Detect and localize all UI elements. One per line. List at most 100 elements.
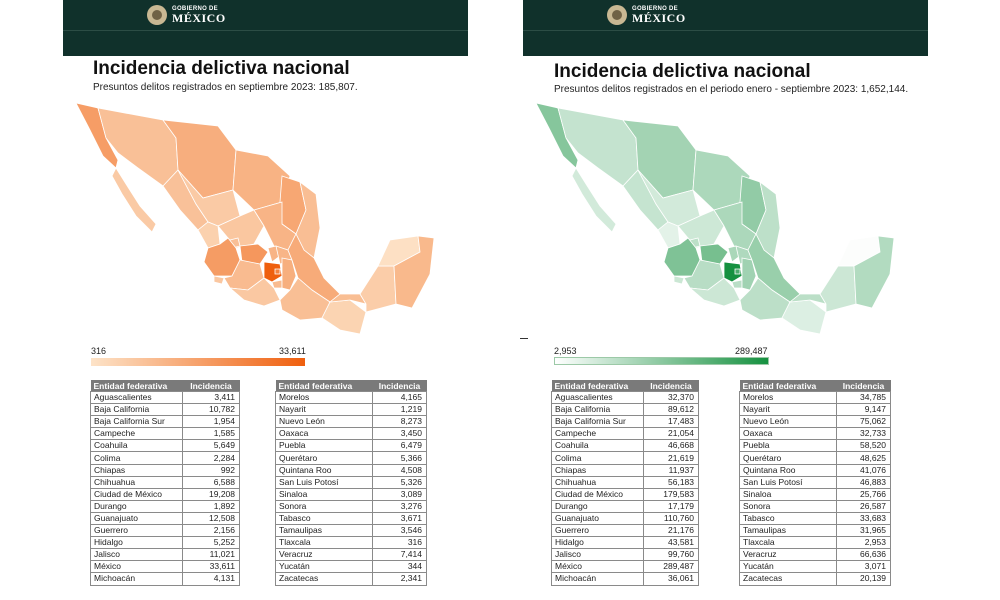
legend-min: 2,953 bbox=[554, 346, 577, 356]
state-region bbox=[228, 277, 281, 307]
state-name: Baja California bbox=[90, 403, 183, 417]
incidence-value: 4,165 bbox=[372, 390, 427, 405]
incidence-value: 33,683 bbox=[836, 511, 891, 526]
state-name: Tabasco bbox=[739, 511, 837, 526]
table-row: Morelos 34,785 bbox=[739, 390, 891, 405]
state-name: Yucatán bbox=[739, 560, 837, 574]
table-row: Tamaulipas 31,965 bbox=[739, 524, 891, 538]
incidence-value: 17,179 bbox=[643, 499, 699, 513]
incidence-value: 344 bbox=[372, 560, 427, 574]
incidence-value: 1,954 bbox=[182, 415, 240, 429]
state-name: Nuevo León bbox=[275, 415, 373, 429]
state-name: Tlaxcala bbox=[275, 536, 373, 550]
state-name: Baja California Sur bbox=[90, 415, 183, 429]
table-row: Aguascalientes 32,370 bbox=[551, 390, 699, 405]
incidence-value: 56,183 bbox=[643, 475, 699, 489]
state-region bbox=[699, 243, 729, 265]
table-row: Nayarit 9,147 bbox=[739, 403, 891, 417]
state-name: Querétaro bbox=[275, 451, 373, 465]
table-row: Michoacán 36,061 bbox=[551, 572, 699, 586]
state-name: Zacatecas bbox=[739, 572, 837, 586]
incidence-value: 89,612 bbox=[643, 403, 699, 417]
state-name: Guanajuato bbox=[551, 511, 644, 526]
table-row: Quintana Roo 4,508 bbox=[275, 463, 427, 477]
table-row: Baja California 89,612 bbox=[551, 403, 699, 417]
table-row: Tabasco 3,671 bbox=[275, 511, 427, 526]
state-name: Sonora bbox=[275, 499, 373, 513]
table-row: Ciudad de México 19,208 bbox=[90, 487, 240, 501]
table-row: Chihuahua 6,588 bbox=[90, 475, 240, 489]
incidence-value: 31,965 bbox=[836, 524, 891, 538]
gobierno-logo: GOBIERNO DE MÉXICO bbox=[607, 3, 686, 27]
incidence-value: 5,252 bbox=[182, 536, 240, 550]
gobierno-logo: GOBIERNO DE MÉXICO bbox=[147, 3, 226, 27]
table-row: Baja California Sur 17,483 bbox=[551, 415, 699, 429]
table-row: San Luis Potosí 5,326 bbox=[275, 475, 427, 489]
table-row: México 289,487 bbox=[551, 560, 699, 574]
incidence-value: 10,782 bbox=[182, 403, 240, 417]
table-row: Campeche 21,054 bbox=[551, 427, 699, 441]
state-region bbox=[321, 299, 367, 335]
table-row: Sonora 3,276 bbox=[275, 499, 427, 513]
incidence-table-2: Entidad federativa Incidencia Morelos 4,16… bbox=[275, 380, 427, 586]
incidence-value: 2,953 bbox=[836, 536, 891, 550]
state-name: Chihuahua bbox=[90, 475, 183, 489]
state-name: Nayarit bbox=[739, 403, 837, 417]
page-title: Incidencia delictiva nacional bbox=[554, 61, 811, 82]
incidence-value: 46,883 bbox=[836, 475, 891, 489]
state-name: Sinaloa bbox=[739, 487, 837, 501]
panel-january-september: GOBIERNO DE MÉXICO Incidencia delictiva … bbox=[520, 0, 928, 600]
incidence-table-1: Entidad federativa Incidencia Aguascalien… bbox=[551, 380, 699, 586]
state-name: México bbox=[90, 560, 183, 574]
state-name: Ciudad de México bbox=[90, 487, 183, 501]
state-region bbox=[657, 221, 681, 249]
incidence-value: 43,581 bbox=[643, 536, 699, 550]
state-name: Morelos bbox=[739, 390, 837, 405]
incidence-value: 179,583 bbox=[643, 487, 699, 501]
state-region bbox=[111, 167, 157, 233]
table-row: Veracruz 66,636 bbox=[739, 548, 891, 562]
state-region bbox=[673, 275, 685, 285]
state-name: Michoacán bbox=[90, 572, 183, 586]
state-name: Sonora bbox=[739, 499, 837, 513]
legend-max: 33,611 bbox=[279, 346, 306, 356]
table-row: Baja California Sur 1,954 bbox=[90, 415, 240, 429]
state-name: Zacatecas bbox=[275, 572, 373, 586]
state-name: Aguascalientes bbox=[551, 390, 644, 405]
incidence-value: 32,370 bbox=[643, 390, 699, 405]
incidence-value: 19,208 bbox=[182, 487, 240, 501]
table-row: Querétaro 5,366 bbox=[275, 451, 427, 465]
incidence-value: 3,071 bbox=[836, 560, 891, 574]
legend-gradient bbox=[91, 358, 305, 366]
incidence-value: 99,760 bbox=[643, 548, 699, 562]
incidence-value: 4,131 bbox=[182, 572, 240, 586]
state-name: San Luis Potosí bbox=[275, 475, 373, 489]
table-row: Guanajuato 12,508 bbox=[90, 511, 240, 526]
state-region bbox=[819, 265, 857, 313]
table-row: Tabasco 33,683 bbox=[739, 511, 891, 526]
incidence-value: 11,021 bbox=[182, 548, 240, 562]
state-name: Coahuila bbox=[90, 439, 183, 453]
incidence-table-2: Entidad federativa Incidencia Morelos 34,7… bbox=[739, 380, 891, 586]
page-subtitle: Presuntos delitos registrados en el peri… bbox=[554, 84, 909, 95]
state-region bbox=[274, 268, 281, 275]
legend-gradient bbox=[554, 357, 769, 365]
state-name: Jalisco bbox=[90, 548, 183, 562]
state-name: Baja California Sur bbox=[551, 415, 644, 429]
state-name: Veracruz bbox=[739, 548, 837, 562]
state-name: Durango bbox=[90, 499, 183, 513]
table-row: Quintana Roo 41,076 bbox=[739, 463, 891, 477]
incidence-value: 3,671 bbox=[372, 511, 427, 526]
incidence-value: 316 bbox=[372, 536, 427, 550]
incidence-value: 12,508 bbox=[182, 511, 240, 526]
incidence-value: 9,147 bbox=[836, 403, 891, 417]
incidence-value: 48,625 bbox=[836, 451, 891, 465]
state-name: Colima bbox=[90, 451, 183, 465]
state-name: Tamaulipas bbox=[275, 524, 373, 538]
table-row: Veracruz 7,414 bbox=[275, 548, 427, 562]
incidence-value: 25,766 bbox=[836, 487, 891, 501]
choropleth-map bbox=[75, 102, 435, 335]
table-row: Aguascalientes 3,411 bbox=[90, 390, 240, 405]
state-name: Aguascalientes bbox=[90, 390, 183, 405]
state-name: Tlaxcala bbox=[739, 536, 837, 550]
